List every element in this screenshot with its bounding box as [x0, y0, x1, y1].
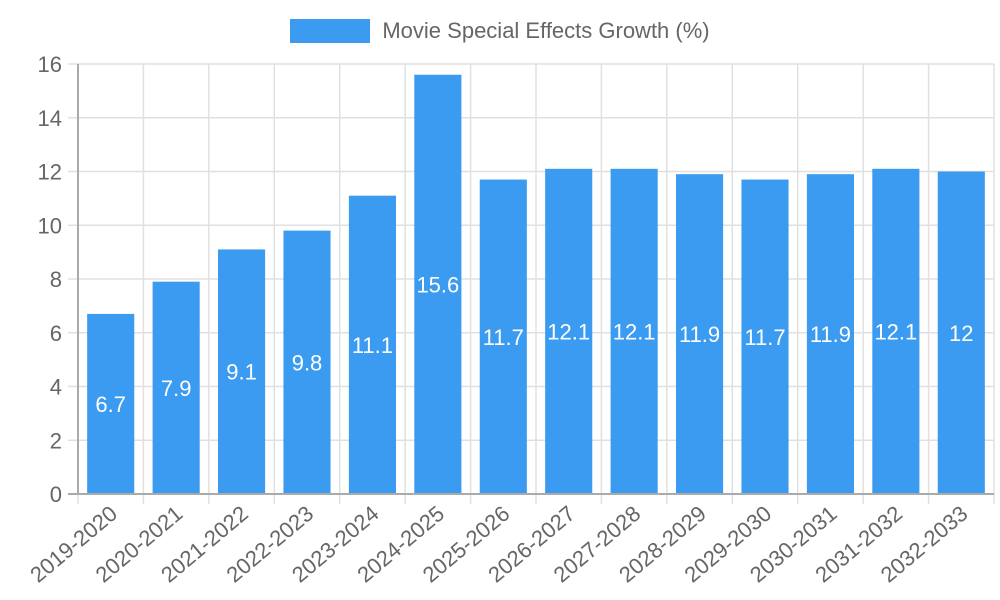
- bar-value-label: 11.7: [483, 325, 524, 350]
- axes: [68, 64, 994, 495]
- bar-value-label: 11.9: [679, 322, 720, 347]
- y-tick-label: 4: [50, 375, 62, 400]
- y-tick-label: 2: [50, 428, 62, 453]
- y-tick-label: 6: [50, 321, 62, 346]
- bar[interactable]: [479, 179, 527, 494]
- bar[interactable]: [872, 168, 920, 494]
- y-tick-label: 0: [50, 482, 62, 507]
- bar[interactable]: [348, 195, 396, 494]
- y-axis-ticks: 0 2 4 6 8 10 12 14 16: [38, 52, 62, 507]
- legend-swatch[interactable]: [290, 19, 371, 43]
- bar[interactable]: [545, 168, 593, 494]
- bar-value-label: 12.1: [613, 319, 656, 344]
- bars: [87, 74, 985, 495]
- bar-value-label: 6.7: [95, 392, 126, 417]
- bar-value-label: 12: [949, 321, 973, 346]
- bar[interactable]: [937, 171, 985, 495]
- bar-value-label: 11.7: [744, 325, 785, 350]
- y-tick-label: 14: [38, 106, 62, 131]
- data-labels: 6.7 7.9 9.1 9.8 11.1 15.6 11.7 12.1 12.1 11.9 11.7…: [95, 272, 973, 417]
- bar[interactable]: [152, 281, 200, 494]
- bar-value-label: 12.1: [874, 319, 917, 344]
- bar[interactable]: [741, 179, 789, 494]
- bar[interactable]: [676, 174, 724, 494]
- bar-value-label: 9.1: [226, 360, 257, 385]
- bar[interactable]: [610, 168, 658, 494]
- legend-label[interactable]: Movie Special Effects Growth (%): [382, 18, 710, 43]
- y-tick-label: 12: [38, 160, 62, 185]
- bar-value-label: 11.1: [352, 333, 393, 358]
- bar-value-label: 9.8: [292, 350, 323, 375]
- x-axis-ticks: 2019-20202020-20212021-20222022-20232023…: [25, 501, 972, 588]
- y-tick-label: 16: [38, 52, 62, 77]
- y-tick-label: 8: [50, 267, 62, 292]
- bar[interactable]: [87, 313, 135, 494]
- chart-legend: Movie Special Effects Growth (%): [0, 18, 1000, 44]
- bar-value-label: 15.6: [416, 272, 459, 297]
- bar[interactable]: [218, 249, 266, 494]
- grid-lines: [68, 63, 995, 504]
- bar-value-label: 11.9: [810, 322, 851, 347]
- bar-value-label: 7.9: [161, 376, 192, 401]
- bar[interactable]: [414, 74, 462, 494]
- bar[interactable]: [283, 230, 331, 494]
- bar-value-label: 12.1: [547, 319, 590, 344]
- bar[interactable]: [806, 174, 854, 494]
- y-tick-label: 10: [38, 213, 62, 238]
